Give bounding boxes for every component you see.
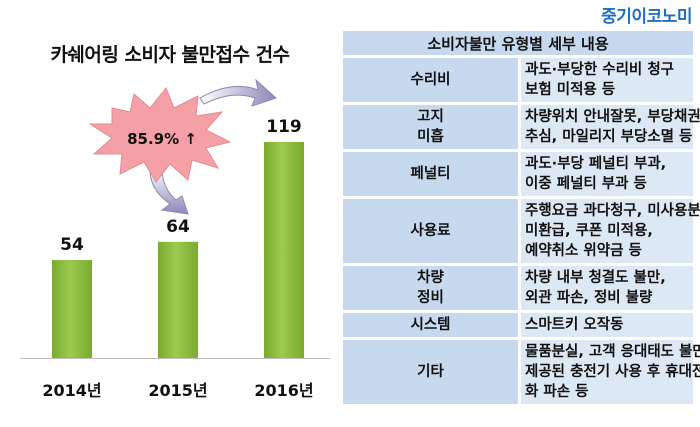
category-cell: 페널티 xyxy=(343,152,518,196)
growth-arrow-right xyxy=(199,78,277,107)
description-text: 외관 파손, 정비 불량 xyxy=(525,290,653,306)
description-text: 과도·부당한 수리비 청구 xyxy=(525,62,675,78)
description-text: 차량위치 안내잘못, 부당채권 xyxy=(525,109,700,125)
category-text: 차량 xyxy=(417,270,444,286)
category-text: 페널티 xyxy=(410,166,451,182)
category-text: 기타 xyxy=(417,364,444,380)
bar-3 xyxy=(264,141,304,358)
growth-annotation: 85.9% ↑ xyxy=(127,130,197,148)
x-tick-label: 2015년 xyxy=(148,381,207,400)
burst-callout xyxy=(88,87,232,183)
growth-arrow-down xyxy=(149,167,189,215)
description-text: 물품분실, 고객 응대태도 불만, xyxy=(525,344,700,360)
description-text: 주행요금 과다청구, 미사용분 xyxy=(525,203,700,219)
description-text: 화 파손 등 xyxy=(525,384,589,400)
data-label: 64 xyxy=(166,217,190,237)
x-tick-label: 2016년 xyxy=(254,381,313,400)
data-label: 119 xyxy=(266,117,302,137)
chart-title: 카쉐어링 소비자 불만접수 건수 xyxy=(50,44,290,66)
description-text: 제공된 충전기 사용 후 휴대전 xyxy=(525,364,700,380)
description-text: 예약취소 위약금 등 xyxy=(525,243,642,259)
description-cell: 스마트키 오작동 xyxy=(518,313,693,337)
description-text: 보험 미적용 등 xyxy=(525,82,616,98)
table-row: 페널티 과도·부당 페널티 부과, 이중 페널티 부과 등 xyxy=(343,152,693,196)
category-text: 시스템 xyxy=(410,317,451,333)
category-cell: 시스템 xyxy=(343,313,518,337)
category-text: 정비 xyxy=(417,290,444,306)
table-row: 고지 미흡 차량위치 안내잘못, 부당채권 추심, 마일리지 부당소멸 등 xyxy=(343,105,700,149)
description-text: 미환급, 쿠폰 미적용, xyxy=(525,223,653,239)
category-text: 사용료 xyxy=(410,223,451,239)
category-cell: 수리비 xyxy=(343,58,518,102)
table-row: 시스템 스마트키 오작동 xyxy=(343,313,693,337)
bar-2 xyxy=(158,241,198,358)
description-text: 과도·부당 페널티 부과, xyxy=(525,156,667,172)
x-tick-label: 2014년 xyxy=(42,381,101,400)
table-header: 소비자불만 유형별 세부 내용 xyxy=(343,31,693,55)
description-text: 차량 내부 청결도 불만, xyxy=(525,270,666,286)
description-text: 이중 페널티 부과 등 xyxy=(525,176,647,192)
category-text: 미흡 xyxy=(417,129,444,145)
category-text: 수리비 xyxy=(410,72,451,88)
bar-1 xyxy=(52,259,92,358)
bar-chart: 54 2014년 64 2015년 119 2016년 85.9% ↑ xyxy=(20,78,330,400)
brand-logo: 중기이코노미 xyxy=(601,7,692,27)
data-label: 54 xyxy=(60,235,84,255)
description-cell: 과도·부당 페널티 부과, 이중 페널티 부과 등 xyxy=(518,152,693,196)
description-text: 추심, 마일리지 부당소멸 등 xyxy=(525,129,693,145)
category-cell: 기타 xyxy=(343,340,518,404)
description-cell: 차량 내부 청결도 불만, 외관 파손, 정비 불량 xyxy=(518,266,693,310)
category-text: 고지 xyxy=(417,109,444,125)
category-cell: 사용료 xyxy=(343,199,518,263)
description-text: 스마트키 오작동 xyxy=(525,317,624,333)
